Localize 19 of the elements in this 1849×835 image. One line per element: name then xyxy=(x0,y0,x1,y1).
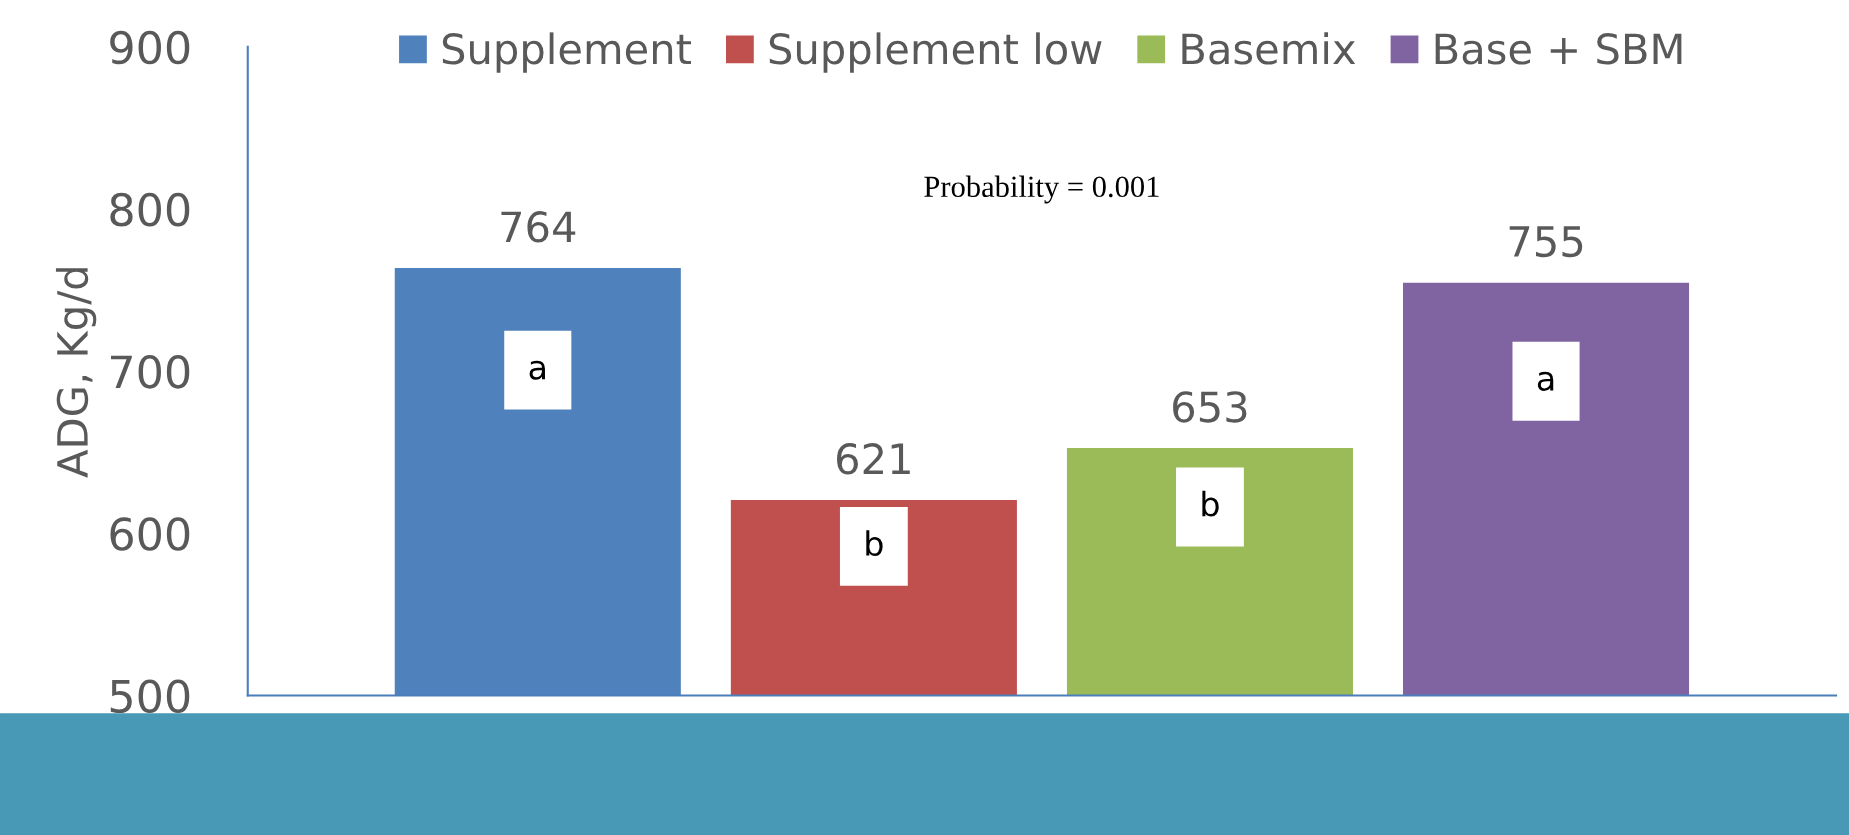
legend-label: Basemix xyxy=(1182,32,1356,65)
annotation: a xyxy=(1537,371,1554,391)
y-tick-label: 800 xyxy=(110,192,190,227)
legend-label: Supplement low xyxy=(769,32,1102,73)
y-tick-label: 700 xyxy=(111,355,190,389)
data-label: 755 xyxy=(1509,226,1583,258)
y-axis-title: ADG, Kg/d xyxy=(55,268,97,478)
annotation: Probability = 0.001 xyxy=(924,175,1159,204)
y-tick-label: 900 xyxy=(110,30,190,65)
annotation: a xyxy=(529,360,545,380)
y-tick-label: 500 xyxy=(110,679,190,714)
data-label: 764 xyxy=(501,211,576,243)
y-tick-label: 600 xyxy=(110,517,190,551)
legend-label: Base + SBM xyxy=(1435,33,1682,65)
legend-label: Supplement xyxy=(442,32,691,73)
annotation: b xyxy=(866,530,883,557)
data-label: 621 xyxy=(837,443,910,475)
data-label: 653 xyxy=(1173,391,1247,423)
annotation: b xyxy=(1202,490,1219,517)
